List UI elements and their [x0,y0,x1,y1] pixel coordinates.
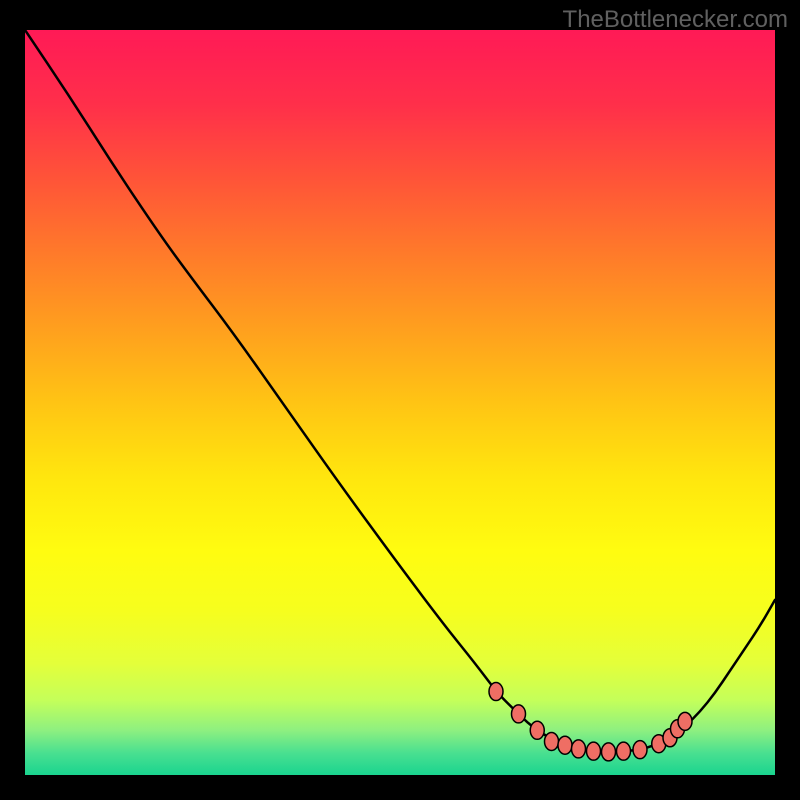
data-marker [489,683,503,701]
data-marker [678,712,692,730]
plot-area [25,30,775,775]
data-marker [633,741,647,759]
data-marker [617,742,631,760]
data-marker [558,736,572,754]
data-marker [587,742,601,760]
chart-svg [25,30,775,775]
data-marker [602,743,616,761]
chart-container: TheBottlenecker.com [0,0,800,800]
gradient-background [25,30,775,775]
data-marker [572,740,586,758]
data-marker [545,732,559,750]
data-marker [530,721,544,739]
data-marker [512,705,526,723]
